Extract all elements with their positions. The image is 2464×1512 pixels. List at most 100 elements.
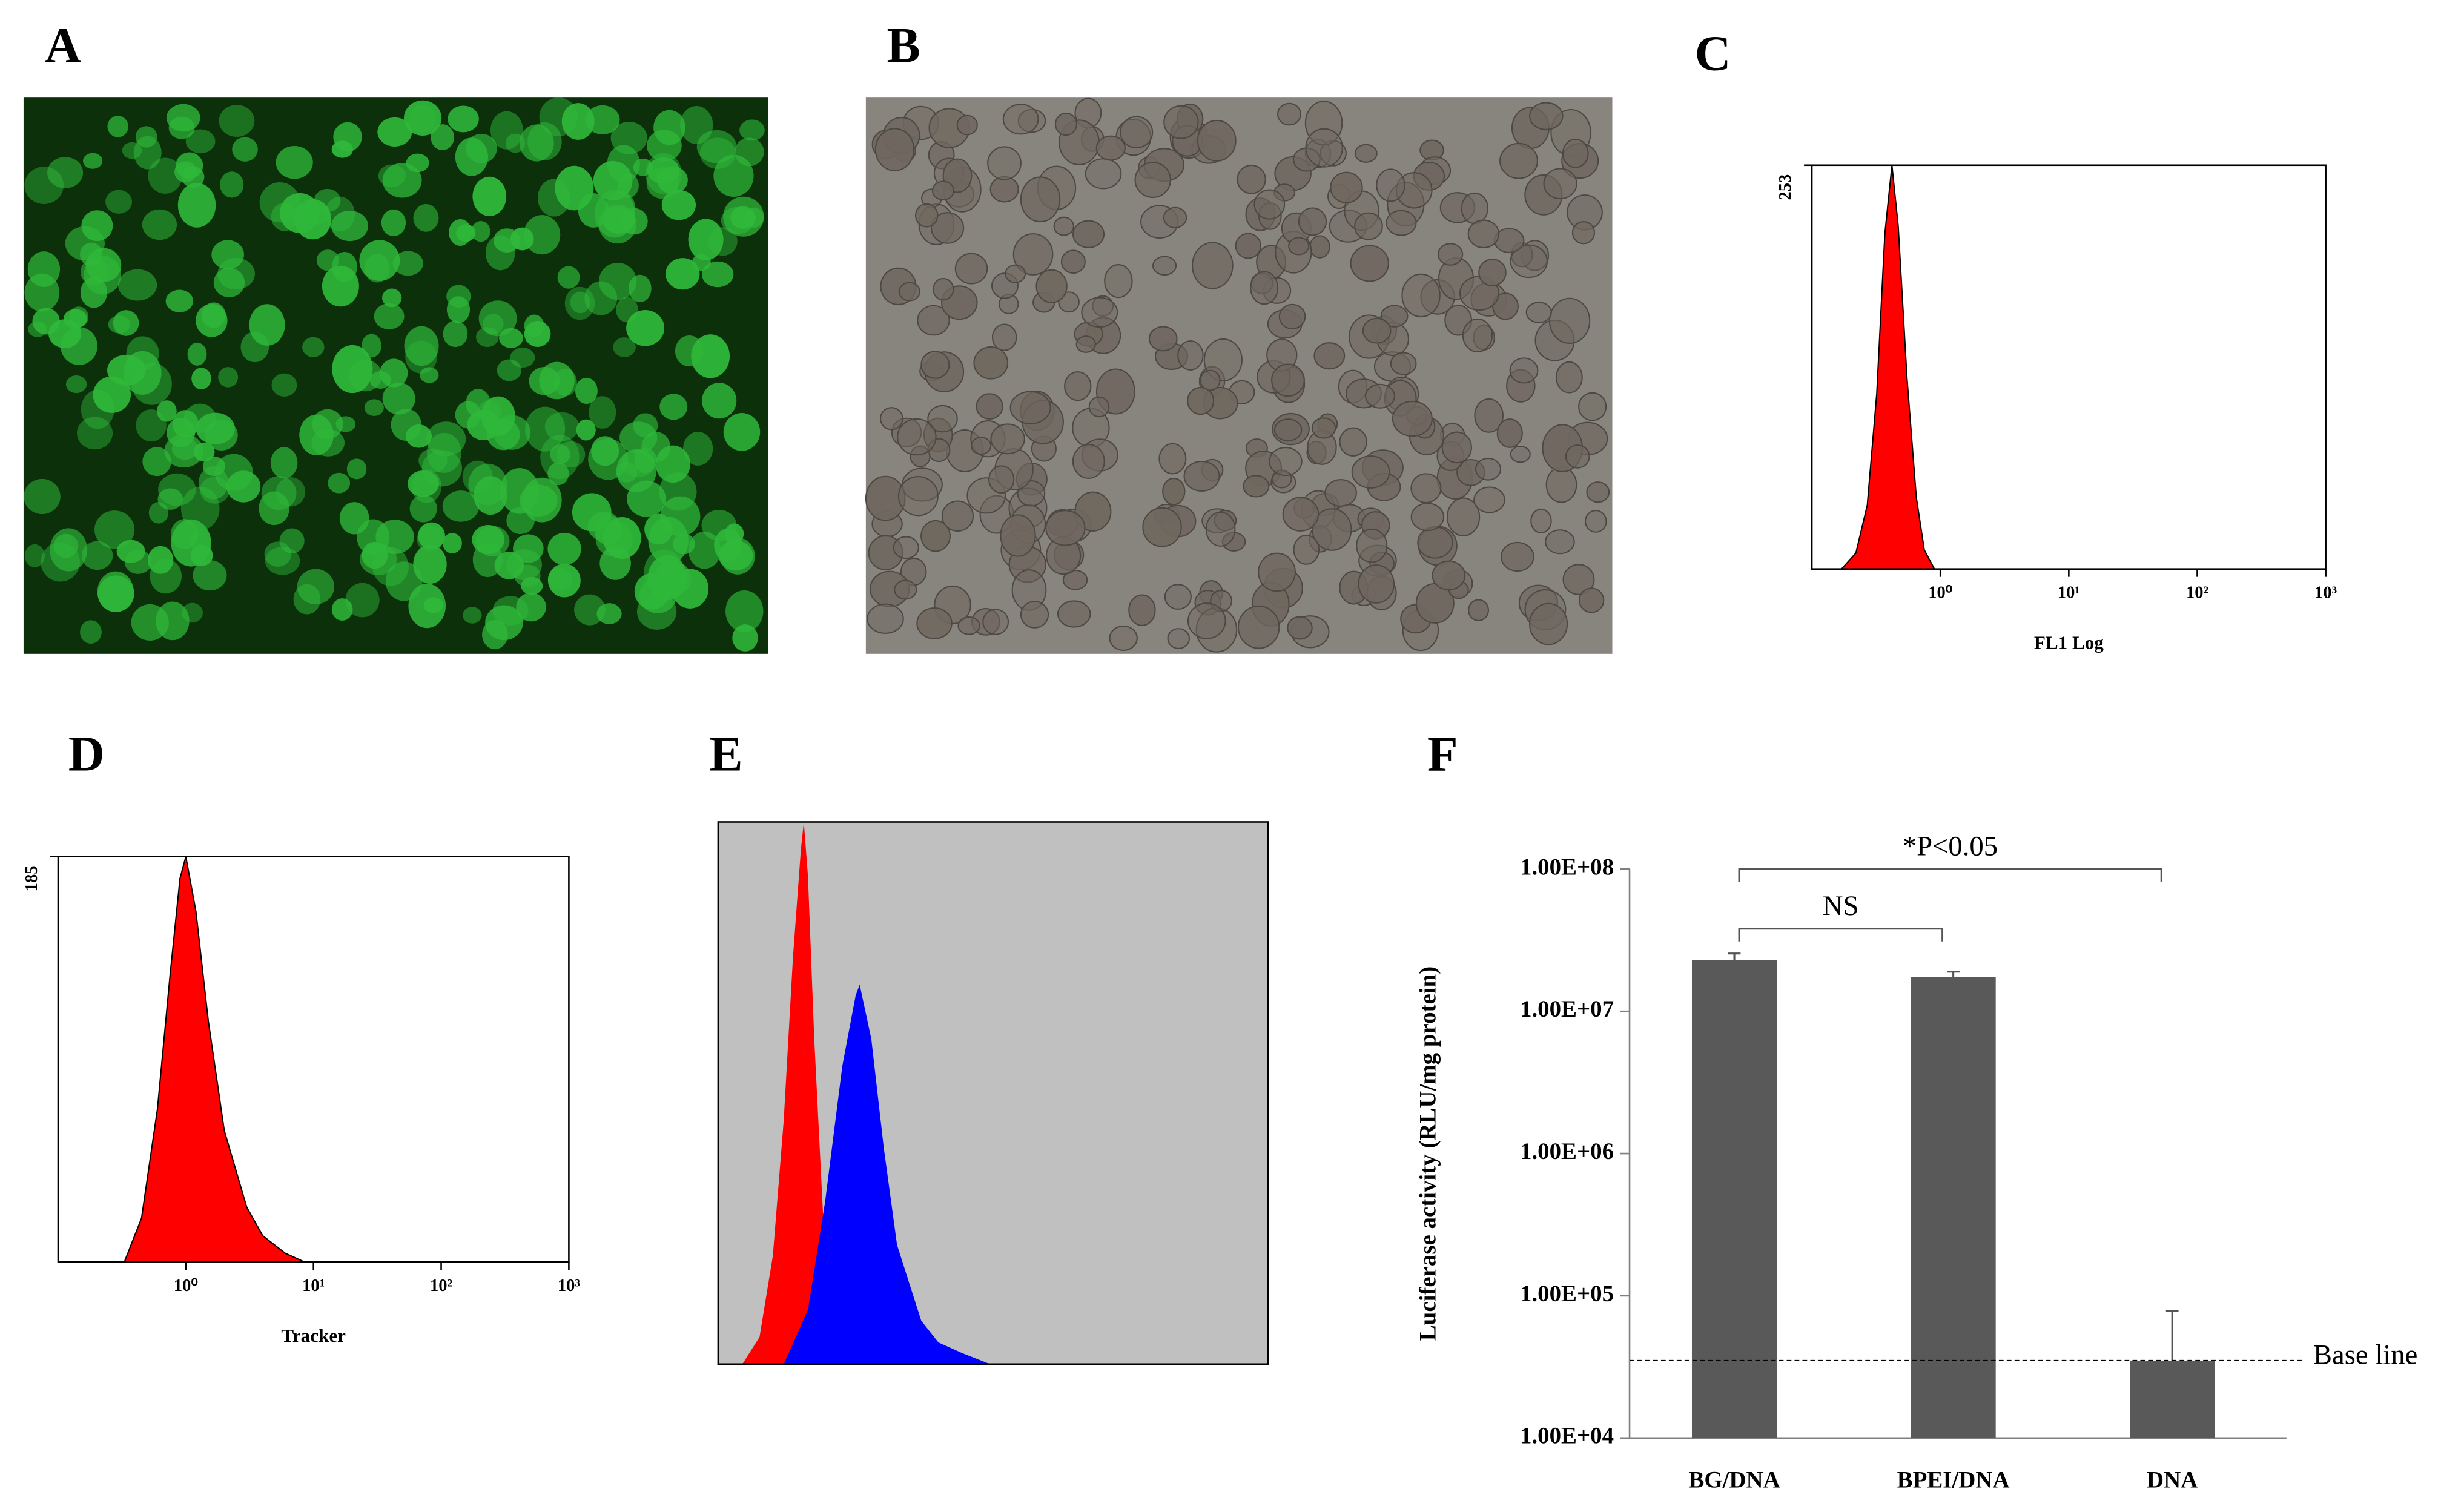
cell	[165, 289, 194, 312]
cell	[1305, 128, 1343, 168]
x-tick-label: 10²	[430, 1276, 452, 1295]
cell	[659, 394, 688, 420]
cell	[647, 157, 680, 184]
cell	[418, 522, 445, 550]
x-tick-label: 10¹	[302, 1276, 325, 1295]
cell	[1462, 318, 1493, 352]
cell	[123, 351, 162, 395]
cell	[1358, 564, 1395, 604]
cell	[874, 128, 915, 171]
cell	[505, 133, 526, 153]
error-bar	[1728, 952, 1741, 960]
cell	[675, 335, 704, 367]
cell	[1183, 460, 1220, 492]
cell	[302, 337, 325, 357]
cell	[1088, 396, 1110, 418]
y-tick-label: 1.00E+05	[1520, 1281, 1614, 1307]
cell	[1432, 560, 1466, 590]
cell	[494, 552, 524, 579]
cell	[293, 584, 321, 615]
cell	[117, 269, 157, 301]
cell	[1128, 594, 1156, 626]
cell	[1578, 392, 1607, 421]
cell	[1501, 541, 1534, 572]
cell	[550, 444, 570, 464]
cell	[1474, 398, 1504, 433]
cell	[1060, 249, 1086, 274]
plot-frame	[717, 821, 1269, 1365]
error-bar	[1947, 971, 1960, 977]
histogram-area	[784, 985, 990, 1364]
cell	[482, 619, 508, 650]
cell	[374, 303, 405, 329]
cell	[988, 465, 1015, 494]
cell	[1461, 192, 1488, 225]
cell	[486, 418, 520, 451]
cell	[182, 602, 203, 623]
cell	[556, 441, 586, 467]
cell	[431, 124, 455, 151]
cell	[226, 470, 261, 503]
cell	[202, 302, 226, 328]
cell	[1277, 102, 1302, 126]
cell	[576, 419, 596, 441]
cell	[633, 413, 658, 438]
cell	[1311, 417, 1336, 439]
cell	[205, 420, 238, 451]
x-tick-label: DNA	[2147, 1467, 2198, 1493]
cell	[1362, 317, 1392, 344]
cell	[910, 445, 931, 467]
cell	[1187, 386, 1215, 415]
cell	[403, 100, 442, 136]
cell	[80, 259, 109, 285]
cell	[1053, 216, 1074, 236]
cell	[157, 488, 183, 510]
cell	[1380, 305, 1409, 328]
cell	[1200, 369, 1221, 391]
cell	[77, 417, 113, 450]
cell	[1525, 302, 1552, 323]
cell	[1072, 220, 1105, 248]
cell	[1243, 475, 1270, 498]
cell	[408, 583, 446, 629]
cell	[24, 478, 61, 515]
cell	[927, 404, 958, 433]
cell	[1271, 469, 1292, 489]
cell	[973, 346, 1009, 380]
x-tick-label: 10²	[2186, 584, 2208, 602]
cell	[94, 510, 135, 549]
cell	[335, 416, 356, 432]
cell	[574, 594, 606, 626]
cell	[331, 210, 368, 242]
cell	[683, 431, 713, 466]
cell	[1152, 256, 1177, 276]
cell	[240, 331, 269, 363]
cell	[1035, 269, 1068, 303]
cell	[1351, 455, 1390, 489]
cell	[1064, 371, 1092, 401]
cell	[547, 563, 581, 598]
y-tick-label: 1.00E+08	[1520, 854, 1614, 880]
cell	[1309, 235, 1330, 259]
cell	[219, 105, 255, 137]
cell	[1278, 303, 1306, 329]
cell	[279, 528, 305, 554]
cell	[362, 541, 388, 569]
cell	[198, 466, 229, 500]
significance-label: NS	[1823, 890, 1859, 922]
cell	[312, 409, 343, 439]
histogram-area	[124, 856, 305, 1263]
cell	[1312, 508, 1352, 551]
cell	[527, 122, 562, 160]
cell	[1187, 602, 1226, 639]
cell	[270, 447, 298, 479]
cell	[653, 110, 685, 145]
cell	[1565, 444, 1590, 469]
cell	[723, 412, 761, 451]
cell	[1000, 514, 1036, 557]
cell	[417, 526, 444, 552]
cell	[409, 495, 437, 523]
cell	[82, 153, 103, 169]
cell	[718, 540, 753, 571]
cell	[1148, 326, 1178, 352]
